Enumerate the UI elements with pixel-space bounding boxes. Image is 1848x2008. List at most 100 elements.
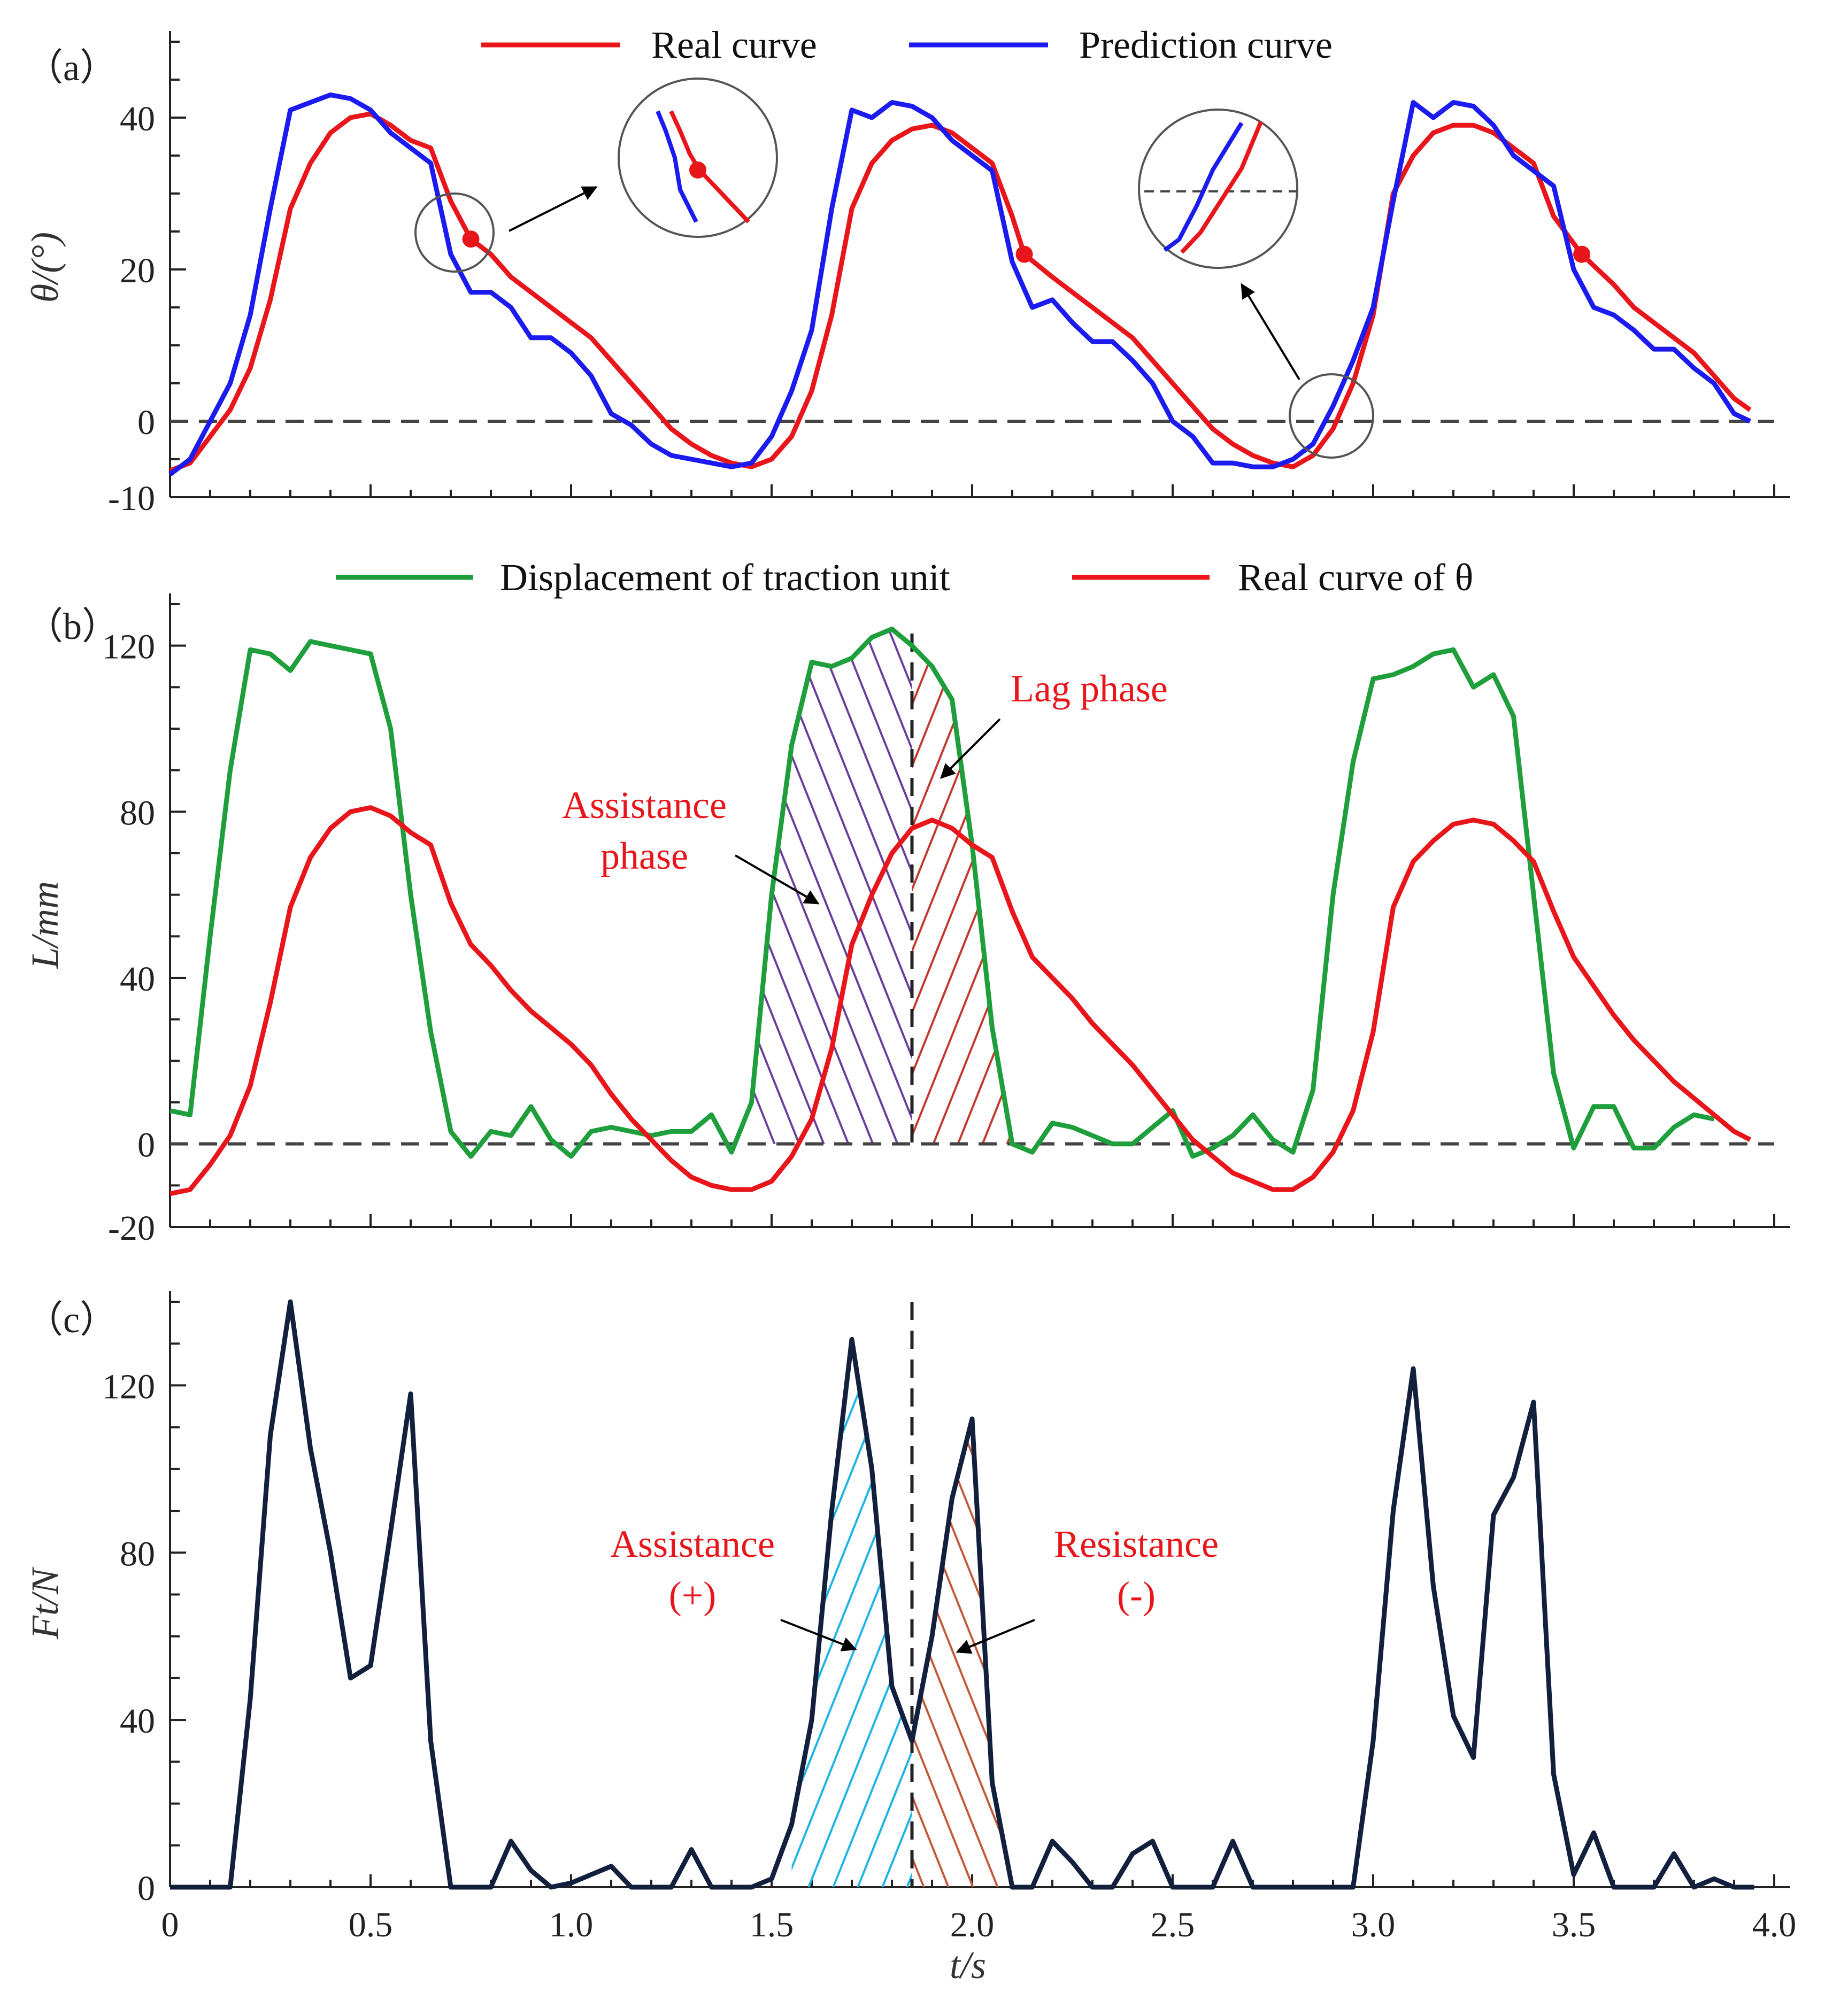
assistance-phase-hatch-line xyxy=(1597,0,1848,2008)
resistance-hatch-line xyxy=(1793,0,1848,2008)
resistance-hatch-line xyxy=(1031,0,1833,2008)
zoom-lens-prediction-1 xyxy=(656,110,698,223)
assistance-hatch-line xyxy=(1572,0,1848,2008)
x-tick-label: 0 xyxy=(161,1905,179,1944)
assistance-phase-hatch-line xyxy=(751,629,912,1144)
assistance-phase-hatch-line xyxy=(751,629,912,1144)
assistance-hatch-line xyxy=(882,1339,912,1887)
resistance-hatch-line xyxy=(1769,0,1848,2008)
resistance-hatch-line xyxy=(912,1419,1012,1887)
resistance-hatch-line xyxy=(0,0,603,2008)
assistance-hatch-line xyxy=(0,0,456,2008)
lag-phase-hatch-line xyxy=(1523,0,1848,2008)
assistance-hatch-line xyxy=(791,1339,912,1887)
lag-phase-hatch-line xyxy=(0,0,775,2008)
assistance-hatch-line xyxy=(791,1339,912,1887)
resistance-hatch-line xyxy=(1621,0,1848,2008)
assistance-phase-hatch-line xyxy=(1080,0,1848,2008)
lag-phase-hatch-line xyxy=(1818,0,1848,2008)
assistance-hatch-line xyxy=(1769,0,1848,2008)
lag-phase-hatch-line xyxy=(1695,0,1848,2008)
lag-phase-hatch-line xyxy=(1277,0,1848,2008)
assistance-phase-hatch-line xyxy=(751,629,850,1144)
assistance-hatch-line xyxy=(0,0,751,2008)
resistance-hatch-line xyxy=(1080,0,1848,2008)
assistance-phase-hatch-line xyxy=(751,629,899,1144)
assistance-hatch-line xyxy=(791,1339,875,1887)
assistance-phase-hatch-line xyxy=(0,0,554,2008)
lag-phase-hatch-line xyxy=(0,0,726,2008)
assistance-hatch-line xyxy=(1375,0,1848,2008)
y-tick-label: 80 xyxy=(120,1534,155,1573)
resistance-hatch-line xyxy=(912,1419,1012,1887)
resistance-hatch-line xyxy=(0,0,702,2008)
zoom-lens-marker-1 xyxy=(689,161,706,179)
lag-phase-hatch-line xyxy=(912,645,1012,1144)
lag-phase-hatch-line xyxy=(1597,0,1848,2008)
resistance-hatch-line xyxy=(981,1419,1012,1887)
resistance-hatch-line xyxy=(47,0,849,2008)
real-curve-marker xyxy=(1015,245,1033,263)
panel-b-axis: -20 0 40 80 120 xyxy=(102,593,1790,1248)
lag-phase-hatch-line xyxy=(912,645,998,1144)
zoom-lens-real-2 xyxy=(1180,121,1263,254)
assistance-hatch-line xyxy=(791,1339,899,1887)
y-tick-label: -10 xyxy=(108,479,155,518)
resistance-hatch-line xyxy=(0,0,751,2008)
panel-b-ylabel: L/mm xyxy=(24,881,66,969)
resistance-hatch-line xyxy=(1277,0,1848,2008)
assistance-phase-hatch-line xyxy=(751,629,912,1144)
assistance-hatch-line xyxy=(1843,0,1848,2008)
lag-phase-hatch-line xyxy=(0,0,628,2008)
series-real-curve xyxy=(169,111,1752,473)
resistance-hatch-line xyxy=(1744,0,1848,2008)
panel-a-label: （a） xyxy=(26,48,117,89)
assistance-hatch-line xyxy=(791,1339,912,1887)
assistance-phase-hatch-line xyxy=(0,0,677,2008)
assistance-hatch-line xyxy=(1744,0,1848,2008)
assistance-hatch-line xyxy=(791,1339,912,1887)
x-tick-label: 1.0 xyxy=(549,1905,594,1944)
assistance-hatch-line xyxy=(982,0,1784,2008)
y-tick-label: 80 xyxy=(120,793,155,832)
real-curve-marker xyxy=(1573,245,1590,263)
y-tick-label: 20 xyxy=(120,251,155,290)
assistance-phase-hatch-line xyxy=(751,629,912,1144)
assistance-hatch-line xyxy=(833,1339,912,1887)
lag-phase-hatch-line xyxy=(1769,0,1848,2008)
lag-phase-hatch-line xyxy=(72,0,874,2008)
resistance-hatch-line xyxy=(1670,0,1848,2008)
assistance-hatch-line xyxy=(791,1339,912,1887)
resistance-hatch-line xyxy=(912,1419,1012,1887)
resistance-hatch-line xyxy=(1646,0,1848,2008)
assistance-phase-hatch-line xyxy=(751,629,875,1144)
resistance-hatch-line xyxy=(912,1419,1012,1887)
lag-phase-hatch-line xyxy=(1744,0,1848,2008)
assistance-phase-hatch-line xyxy=(751,629,752,1144)
lag-phase-hatch-line xyxy=(912,645,1012,1144)
resistance-hatch-line xyxy=(0,0,726,2008)
series-force xyxy=(170,1299,1754,1890)
lag-phase-hatch-line xyxy=(1005,645,1012,1144)
zoom-arrow-2 xyxy=(1241,283,1300,381)
assistance-phase-hatch-line xyxy=(1326,0,1848,2008)
assistance-phase-hatch-line xyxy=(1720,0,1848,2008)
assistance-hatch-line xyxy=(1006,0,1808,2008)
lag-phase-hatch-line xyxy=(912,645,1012,1144)
assistance-phase-hatch-line xyxy=(1351,0,1848,2008)
resistance-hatch-line xyxy=(0,0,529,2008)
panel-a-axis: -10 0 20 40 xyxy=(108,31,1790,518)
lag-phase-hatch-line xyxy=(1302,0,1848,2008)
assistance-phase-hatch-line xyxy=(1375,0,1848,2008)
lag-phase-hatch-line xyxy=(96,0,898,2008)
y-tick-label: 0 xyxy=(137,403,155,442)
annotation-assistance-line2: (+) xyxy=(669,1574,717,1617)
annotation-assistance-line1: Assistance xyxy=(610,1523,775,1565)
assistance-hatch-line xyxy=(791,1339,912,1887)
assistance-hatch-line xyxy=(791,1339,912,1887)
assistance-hatch-line xyxy=(1031,0,1833,2008)
resistance-hatch-line xyxy=(1597,0,1848,2008)
